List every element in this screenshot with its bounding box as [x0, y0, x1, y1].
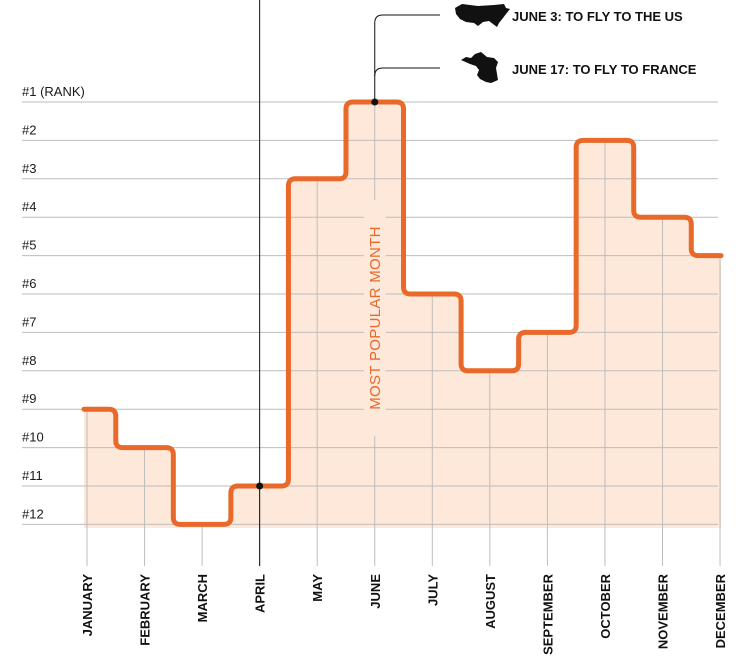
x-axis-month-labels: JANUARY FEBRUARY MARCH APRIL MAY JUNE JULY AUGU…	[80, 573, 728, 655]
month-label-february: FEBRUARY	[138, 574, 153, 646]
leader-june-3	[374, 14, 440, 102]
april-marker-dot	[256, 482, 264, 490]
annotation-leader-lines	[374, 14, 440, 102]
month-label-april: APRIL	[253, 574, 268, 613]
rank-label-5: #5	[22, 238, 36, 253]
month-label-august: AUGUST	[483, 574, 498, 629]
rank-label-6: #6	[22, 276, 36, 291]
month-label-july: JULY	[425, 574, 440, 606]
leader-june-17	[374, 67, 440, 77]
rank-label-8: #8	[22, 353, 36, 368]
month-label-june: JUNE	[368, 574, 383, 609]
rank-label-12: #12	[22, 506, 44, 521]
usa-map-icon	[455, 4, 510, 27]
month-label-september: SEPTEMBER	[540, 573, 555, 655]
month-label-november: NOVEMBER	[656, 573, 671, 649]
rank-label-4: #4	[22, 199, 36, 214]
month-label-december: DECEMBER	[713, 573, 728, 648]
rank-area-fill	[84, 102, 722, 528]
most-popular-month-label-background	[363, 200, 386, 436]
month-label-march: MARCH	[195, 574, 210, 622]
rank-label-9: #9	[22, 391, 36, 406]
annotation-june-3: JUNE 3: TO FLY TO THE US	[512, 9, 683, 24]
rank-label-3: #3	[22, 161, 36, 176]
y-axis-rank-labels: #1 (RANK) #2 #3 #4 #5 #6 #7 #8 #9 #10 #11 #12	[22, 84, 85, 521]
france-map-icon	[461, 52, 498, 83]
rank-label-1: #1 (RANK)	[22, 84, 85, 99]
month-label-may: MAY	[310, 574, 325, 602]
rank-label-10: #10	[22, 430, 44, 445]
rank-label-7: #7	[22, 314, 36, 329]
annotation-june-17: JUNE 17: TO FLY TO FRANCE	[512, 62, 697, 77]
most-popular-month-label: MOST POPULAR MONTH	[363, 200, 386, 436]
month-label-january: JANUARY	[80, 574, 95, 637]
rank-label-11: #11	[22, 468, 43, 483]
rank-step-line	[81, 99, 724, 527]
most-popular-month-text: MOST POPULAR MONTH	[367, 226, 384, 409]
month-label-october: OCTOBER	[598, 573, 613, 638]
rank-label-2: #2	[22, 122, 36, 137]
